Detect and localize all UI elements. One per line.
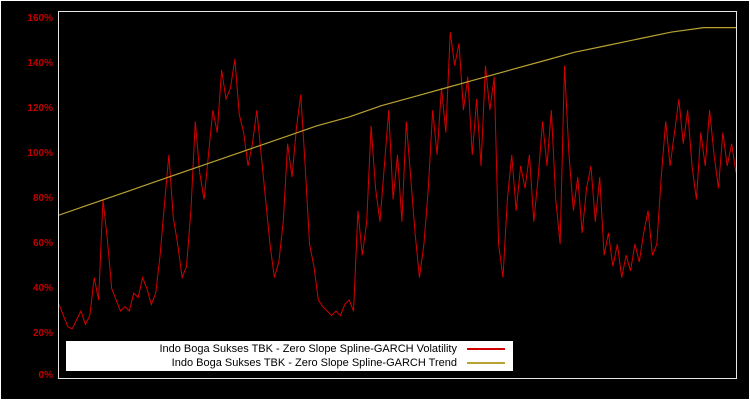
volatility-series-line bbox=[59, 32, 736, 330]
legend-row-volatility: Indo Boga Sukses TBK - Zero Slope Spline… bbox=[74, 343, 505, 355]
legend-swatch bbox=[467, 362, 505, 364]
y-tick-label-100: 100% bbox=[27, 148, 53, 159]
legend-swatch bbox=[467, 348, 505, 350]
y-tick-label-40: 40% bbox=[32, 283, 53, 294]
y-tick-label-80: 80% bbox=[32, 193, 53, 204]
y-tick-label-120: 120% bbox=[27, 103, 53, 114]
trend-series-line bbox=[59, 27, 736, 216]
y-tick-label-60: 60% bbox=[32, 238, 53, 249]
y-tick-label-140: 140% bbox=[27, 58, 53, 69]
plot-area bbox=[58, 11, 737, 379]
legend-row-trend: Indo Boga Sukses TBK - Zero Slope Spline… bbox=[74, 357, 505, 369]
legend-label-trend: Indo Boga Sukses TBK - Zero Slope Spline… bbox=[171, 357, 457, 369]
y-tick-label-0: 0% bbox=[38, 370, 53, 381]
plot-svg bbox=[59, 27, 736, 330]
legend: Indo Boga Sukses TBK - Zero Slope Spline… bbox=[66, 341, 513, 371]
legend-label-volatility: Indo Boga Sukses TBK - Zero Slope Spline… bbox=[159, 343, 457, 355]
y-tick-label-160: 160% bbox=[27, 13, 53, 24]
y-tick-label-20: 20% bbox=[32, 328, 53, 339]
